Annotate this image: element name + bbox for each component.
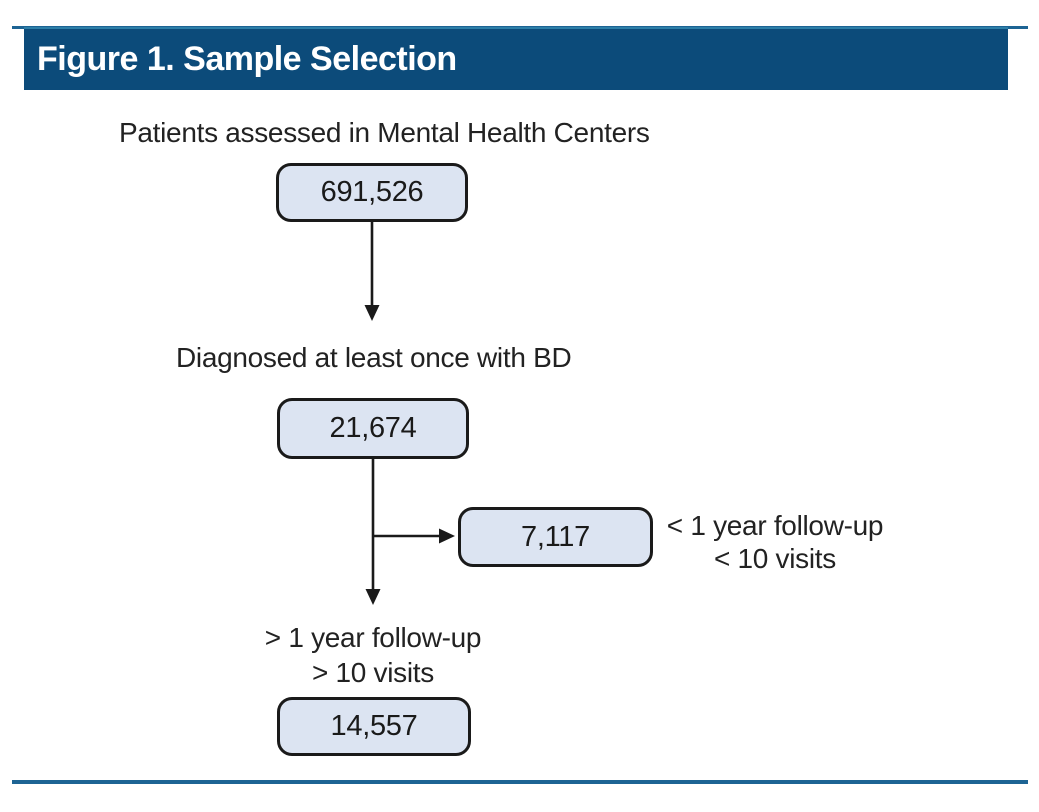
step2-label: Diagnosed at least once with BD [176,342,572,373]
node-final-sample-value: 14,557 [330,710,418,742]
arrow-branch-excluded [373,528,455,544]
included-criteria-line2: > 10 visits [312,657,434,688]
figure-title: Figure 1. Sample Selection [37,40,457,78]
node-diagnosed-bd: 21,674 [277,398,469,459]
included-criteria-line1: > 1 year follow-up [264,622,482,653]
node-final-sample: 14,557 [277,697,471,756]
node-diagnosed-bd-value: 21,674 [329,412,417,444]
excluded-criteria-label: < 1 year follow-up < 10 visits [653,509,897,575]
included-criteria-label: > 1 year follow-up > 10 visits [258,620,488,690]
step1-label: Patients assessed in Mental Health Cente… [119,117,650,148]
node-excluded-value: 7,117 [521,520,590,553]
excluded-criteria-line1: < 1 year follow-up [666,510,884,541]
node-total-patients-value: 691,526 [320,176,424,208]
arrow-step2-down [365,459,381,605]
figure-title-band: Figure 1. Sample Selection [24,27,1008,90]
excluded-criteria-line2: < 10 visits [714,543,836,574]
bottom-rule [12,780,1028,784]
arrow-step1-to-step2 [364,222,380,321]
node-excluded: 7,117 [458,507,653,567]
node-total-patients: 691,526 [276,163,468,222]
